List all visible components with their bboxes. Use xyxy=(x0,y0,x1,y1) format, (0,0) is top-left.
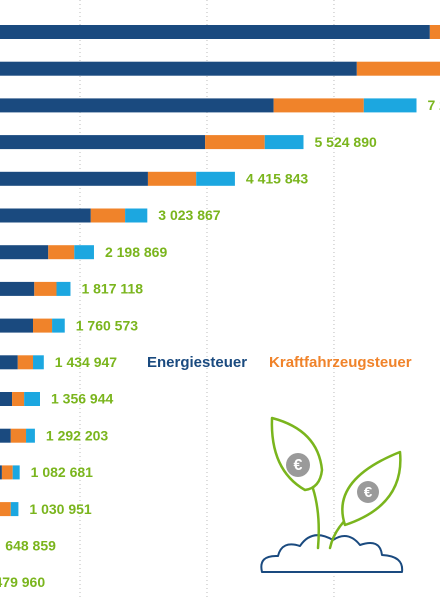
bar-segment xyxy=(74,245,94,260)
total-label: 1 760 573 xyxy=(76,317,138,333)
bar-segment xyxy=(0,135,206,150)
total-label: 2 198 869 xyxy=(105,244,167,260)
total-label: 1 434 947 xyxy=(55,354,117,370)
euro-icon: € xyxy=(364,484,373,501)
total-label: 7 2 xyxy=(428,97,440,113)
bar-segment xyxy=(0,281,35,296)
bar-segment xyxy=(12,465,20,480)
bar-segment xyxy=(429,25,440,39)
total-label: 1 292 203 xyxy=(46,427,108,443)
bar-segment xyxy=(264,135,304,150)
total-label: 4 415 843 xyxy=(246,171,308,187)
plant-illustration: € € xyxy=(260,416,404,573)
total-label: 1 817 118 xyxy=(81,281,143,297)
bar-segment xyxy=(0,61,357,76)
bar-segment xyxy=(33,318,53,333)
bar-segment xyxy=(273,98,364,113)
bar-segment xyxy=(0,25,430,39)
bar-segment xyxy=(0,465,2,480)
total-label: 1 030 951 xyxy=(29,501,91,517)
bar-segment xyxy=(26,428,35,443)
bar-segment xyxy=(56,281,71,296)
bar-segment xyxy=(0,392,13,406)
bar-segment xyxy=(24,392,40,406)
total-label: 1 356 944 xyxy=(51,391,113,407)
euro-icon: € xyxy=(294,457,303,474)
total-label: 648 859 xyxy=(5,538,56,554)
bar-segment xyxy=(10,428,27,443)
bar-segment xyxy=(48,245,75,260)
bar-segment xyxy=(0,428,11,443)
bar-segment xyxy=(0,318,34,333)
bar-segment xyxy=(147,171,197,186)
total-label: 3 023 867 xyxy=(158,207,220,223)
bar-segment xyxy=(1,465,13,480)
bar-segment xyxy=(0,355,18,370)
bar-segment xyxy=(196,171,235,186)
grid xyxy=(79,0,335,600)
bar-segment xyxy=(0,245,49,260)
total-label: 1 082 681 xyxy=(31,464,93,480)
bar-segment xyxy=(0,208,91,223)
total-label: 5 524 890 xyxy=(314,134,376,150)
bar-segment xyxy=(0,502,11,517)
bar-segment xyxy=(0,171,148,186)
legend-label: Energiesteuer xyxy=(147,354,247,371)
bar-segment xyxy=(125,208,148,223)
total-label: 479 960 xyxy=(0,574,45,590)
legend-label: Kraftfahrzeugsteuer xyxy=(269,354,412,371)
bar-segment xyxy=(17,355,34,370)
bar-segment xyxy=(205,135,265,150)
bar-segment xyxy=(0,98,274,113)
bar-segment xyxy=(363,98,417,113)
bar-segment xyxy=(10,502,19,517)
bar-segment xyxy=(90,208,126,223)
bars: 7 2 5 524 890 4 415 843 3 023 867 2 198 869 1… xyxy=(0,25,440,590)
bar-segment xyxy=(33,355,44,370)
bar-segment xyxy=(52,318,65,333)
bar-segment xyxy=(12,392,25,406)
bar-segment xyxy=(356,61,440,76)
legend: Energiesteuer Kraftfahrzeugsteuer xyxy=(147,354,412,371)
bar-segment xyxy=(34,281,57,296)
